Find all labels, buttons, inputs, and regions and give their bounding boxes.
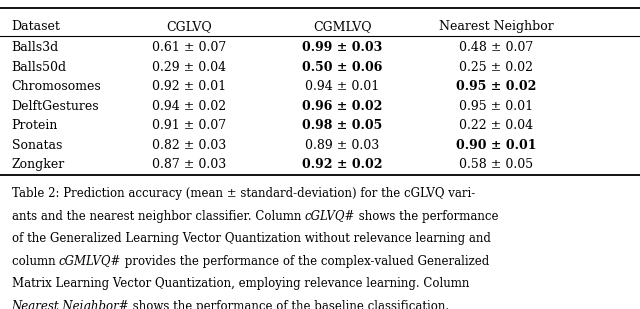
Text: provides the performance of the complex-valued Generalized: provides the performance of the complex-… (121, 255, 490, 268)
Text: Table 2: Prediction accuracy (mean ± standard-deviation) for the cGLVQ vari-: Table 2: Prediction accuracy (mean ± sta… (12, 187, 475, 200)
Text: cGLVQ#: cGLVQ# (305, 210, 355, 222)
Text: 0.95 ± 0.02: 0.95 ± 0.02 (456, 80, 536, 93)
Text: 0.22 ± 0.04: 0.22 ± 0.04 (459, 119, 533, 132)
Text: 0.96 ± 0.02: 0.96 ± 0.02 (302, 100, 383, 113)
Text: Protein: Protein (12, 119, 58, 132)
Text: column: column (12, 255, 59, 268)
Text: Nearest Neighbor#: Nearest Neighbor# (12, 300, 129, 309)
Text: CGMLVQ: CGMLVQ (313, 20, 372, 33)
Text: 0.82 ± 0.03: 0.82 ± 0.03 (152, 139, 226, 152)
Text: 0.94 ± 0.01: 0.94 ± 0.01 (305, 80, 380, 93)
Text: 0.98 ± 0.05: 0.98 ± 0.05 (302, 119, 383, 132)
Text: Matrix Learning Vector Quantization, employing relevance learning. Column: Matrix Learning Vector Quantization, emp… (12, 277, 469, 290)
Text: 0.25 ± 0.02: 0.25 ± 0.02 (459, 61, 533, 74)
Text: cGMLVQ#: cGMLVQ# (59, 255, 121, 268)
Text: 0.87 ± 0.03: 0.87 ± 0.03 (152, 158, 226, 171)
Text: Zongker: Zongker (12, 158, 65, 171)
Text: 0.29 ± 0.04: 0.29 ± 0.04 (152, 61, 226, 74)
Text: 0.58 ± 0.05: 0.58 ± 0.05 (459, 158, 533, 171)
Text: Balls50d: Balls50d (12, 61, 67, 74)
Text: 0.89 ± 0.03: 0.89 ± 0.03 (305, 139, 380, 152)
Text: 0.48 ± 0.07: 0.48 ± 0.07 (459, 41, 533, 54)
Text: 0.99 ± 0.03: 0.99 ± 0.03 (302, 41, 383, 54)
Text: shows the performance: shows the performance (355, 210, 499, 222)
Text: of the Generalized Learning Vector Quantization without relevance learning and: of the Generalized Learning Vector Quant… (12, 232, 490, 245)
Text: 0.92 ± 0.02: 0.92 ± 0.02 (302, 158, 383, 171)
Text: DelftGestures: DelftGestures (12, 100, 99, 113)
Text: 0.50 ± 0.06: 0.50 ± 0.06 (302, 61, 383, 74)
Text: Chromosomes: Chromosomes (12, 80, 101, 93)
Text: Balls3d: Balls3d (12, 41, 59, 54)
Text: shows the performance of the baseline classification.: shows the performance of the baseline cl… (129, 300, 449, 309)
Text: 0.92 ± 0.01: 0.92 ± 0.01 (152, 80, 226, 93)
Text: 0.91 ± 0.07: 0.91 ± 0.07 (152, 119, 226, 132)
Text: Sonatas: Sonatas (12, 139, 62, 152)
Text: CGLVQ: CGLVQ (166, 20, 212, 33)
Text: 0.61 ± 0.07: 0.61 ± 0.07 (152, 41, 226, 54)
Text: 0.90 ± 0.01: 0.90 ± 0.01 (456, 139, 536, 152)
Text: Dataset: Dataset (12, 20, 60, 33)
Text: ants and the nearest neighbor classifier. Column: ants and the nearest neighbor classifier… (12, 210, 305, 222)
Text: 0.95 ± 0.01: 0.95 ± 0.01 (459, 100, 533, 113)
Text: Nearest Neighbor: Nearest Neighbor (438, 20, 554, 33)
Text: 0.94 ± 0.02: 0.94 ± 0.02 (152, 100, 226, 113)
